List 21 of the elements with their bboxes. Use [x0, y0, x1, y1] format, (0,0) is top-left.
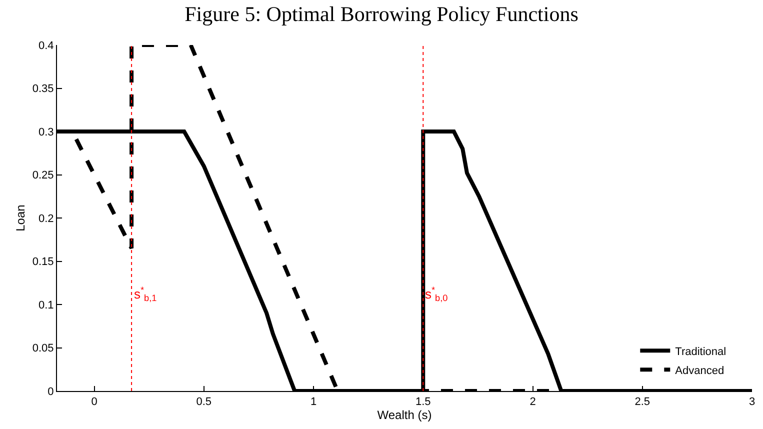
y-tick-label: 0.15	[32, 256, 54, 268]
y-axis-title: Loan	[14, 204, 28, 232]
x-axis-title: Wealth (s)	[377, 408, 432, 422]
y-tick-label: 0.05	[32, 342, 54, 355]
y-tick-label: 0.2	[38, 212, 54, 225]
x-tick-label: 1	[310, 396, 317, 408]
y-tick-label: 0.1	[38, 299, 54, 312]
x-tick-label: 1.5	[415, 396, 431, 408]
x-tick-label: 2	[530, 396, 536, 408]
chart-title: Figure 5: Optimal Borrowing Policy Functions	[184, 2, 578, 26]
y-tick-label: 0.35	[32, 83, 54, 96]
y-tick-label: 0.3	[38, 126, 54, 138]
y-tick-label: 0.25	[32, 170, 54, 182]
legend-label: Traditional	[675, 346, 726, 358]
x-tick-label: 0	[91, 396, 98, 408]
y-tick-label: 0.4	[38, 40, 54, 52]
x-tick-label: 3	[748, 396, 756, 408]
x-tick-label: 0.5	[196, 396, 212, 408]
legend-label: Advanced	[675, 364, 724, 377]
x-tick-label: 2.5	[634, 396, 650, 408]
y-tick-label: 0	[48, 386, 54, 398]
